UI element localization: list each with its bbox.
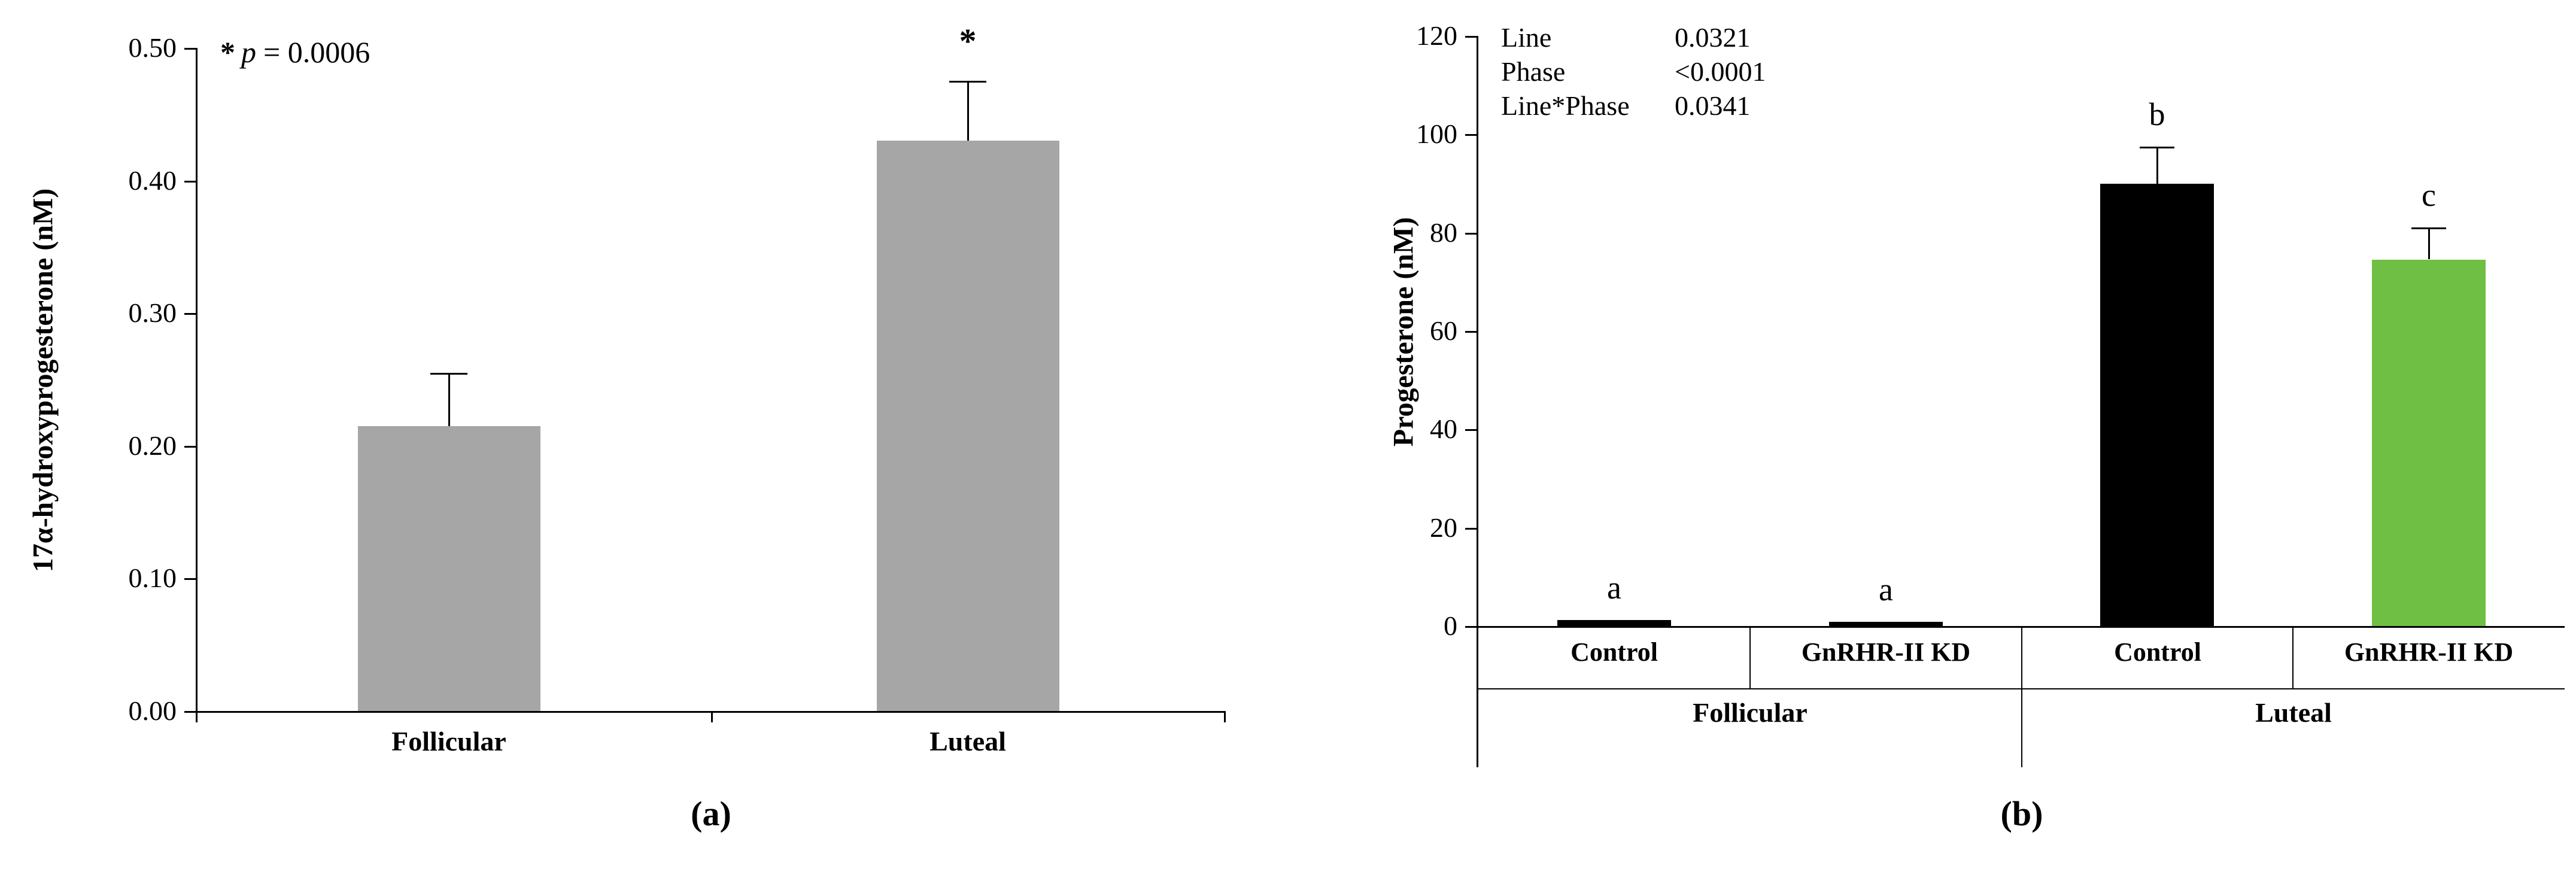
y-tick-label: 100 bbox=[1416, 118, 1457, 149]
y-tick-label: 20 bbox=[1430, 512, 1457, 543]
bar-control bbox=[2100, 184, 2214, 627]
x-group-label: Follicular bbox=[1693, 697, 1808, 728]
y-tick-mark bbox=[1465, 233, 1477, 235]
x-group-label: Luteal bbox=[2255, 697, 2332, 728]
y-tick-label: 0.50 bbox=[128, 32, 177, 63]
significance-letter: c bbox=[2422, 177, 2436, 213]
y-tick-label: 60 bbox=[1430, 315, 1457, 346]
y-tick-mark bbox=[1465, 134, 1477, 136]
y-tick-label: 120 bbox=[1416, 20, 1457, 51]
y-axis-line bbox=[196, 48, 198, 713]
error-bar-cap bbox=[430, 373, 467, 375]
y-tick-label: 0.20 bbox=[128, 430, 177, 461]
anova-row-label: Phase bbox=[1501, 56, 1566, 87]
significance-marker: * bbox=[959, 22, 977, 60]
anova-row-line: Line 0.0321 bbox=[1501, 20, 1766, 54]
x-category-label: Luteal bbox=[929, 726, 1006, 756]
y-tick-label: 0.40 bbox=[128, 165, 177, 196]
y-tick-mark bbox=[184, 181, 196, 183]
error-bar-line bbox=[967, 81, 969, 141]
pvalue-p-symbol: p bbox=[241, 35, 256, 69]
y-tick-mark bbox=[1465, 36, 1477, 38]
anova-row-pvalue: 0.0341 bbox=[1675, 90, 1751, 121]
y-tick-label: 40 bbox=[1430, 414, 1457, 444]
bar-gnrhr-ii-kd bbox=[1829, 622, 1943, 626]
x-category-label: Control bbox=[2114, 637, 2201, 667]
category-divider bbox=[1749, 626, 1751, 688]
x-category-label: GnRHR-II KD bbox=[2344, 637, 2514, 667]
y-tick-label: 80 bbox=[1430, 217, 1457, 248]
error-bar-line bbox=[2156, 147, 2158, 184]
x-tick-mark bbox=[1224, 711, 1226, 722]
error-bar-line bbox=[448, 373, 450, 426]
y-tick-mark bbox=[1465, 429, 1477, 431]
y-axis-line bbox=[1477, 36, 1478, 767]
y-tick-mark bbox=[1465, 626, 1477, 628]
y-tick-mark bbox=[184, 578, 196, 580]
x-category-label: GnRHR-II KD bbox=[1801, 637, 1971, 667]
y-tick-mark bbox=[1465, 331, 1477, 333]
significance-letter: a bbox=[1879, 572, 1893, 607]
x-tick-mark bbox=[711, 711, 713, 722]
bar-control bbox=[1557, 620, 1671, 626]
y-tick-mark bbox=[184, 446, 196, 448]
x-category-label: Control bbox=[1570, 637, 1658, 667]
y-tick-label: 0.30 bbox=[128, 297, 177, 328]
bar-luteal bbox=[877, 141, 1059, 711]
anova-row-pvalue: 0.0321 bbox=[1675, 22, 1751, 53]
anova-row-label: Line bbox=[1501, 22, 1552, 53]
y-tick-label: 0.10 bbox=[128, 563, 177, 593]
y-tick-mark bbox=[184, 48, 196, 50]
x-axis-line bbox=[196, 711, 1224, 713]
x-tick-mark bbox=[196, 711, 198, 722]
anova-row-phase: Phase <0.0001 bbox=[1501, 54, 1766, 89]
bar-follicular bbox=[358, 426, 540, 711]
panel-b-anova-table: Line 0.0321 Phase <0.0001 Line*Phase 0.0… bbox=[1501, 20, 1766, 123]
category-divider bbox=[2292, 626, 2294, 688]
y-tick-mark bbox=[184, 711, 196, 713]
pvalue-value: = 0.0006 bbox=[263, 35, 370, 69]
bar-gnrhr-ii-kd bbox=[2372, 260, 2486, 626]
error-bar-cap bbox=[2140, 147, 2174, 148]
y-tick-label: 0 bbox=[1444, 610, 1457, 641]
error-bar-line bbox=[2428, 227, 2430, 259]
y-tick-mark bbox=[1465, 528, 1477, 530]
x-axis-line bbox=[1477, 626, 2565, 628]
anova-row-line-phase: Line*Phase 0.0341 bbox=[1501, 89, 1766, 123]
significance-asterisk: * bbox=[220, 35, 235, 69]
x-category-label: Follicular bbox=[391, 726, 506, 756]
group-divider bbox=[2021, 626, 2022, 767]
y-tick-mark bbox=[184, 313, 196, 315]
anova-row-pvalue: <0.0001 bbox=[1675, 56, 1766, 87]
y-tick-label: 0.00 bbox=[128, 695, 177, 726]
significance-letter: b bbox=[2149, 96, 2165, 132]
error-bar-cap bbox=[2411, 227, 2446, 229]
panel-b-label: (b) bbox=[2000, 794, 2043, 833]
error-bar-cap bbox=[949, 81, 986, 83]
panel-a-label: (a) bbox=[691, 794, 731, 833]
panel-a-pvalue-annotation: * p = 0.0006 bbox=[220, 35, 370, 69]
anova-row-label: Line*Phase bbox=[1501, 90, 1630, 121]
tier-separator-line bbox=[1477, 688, 2565, 689]
significance-letter: a bbox=[1607, 570, 1621, 606]
